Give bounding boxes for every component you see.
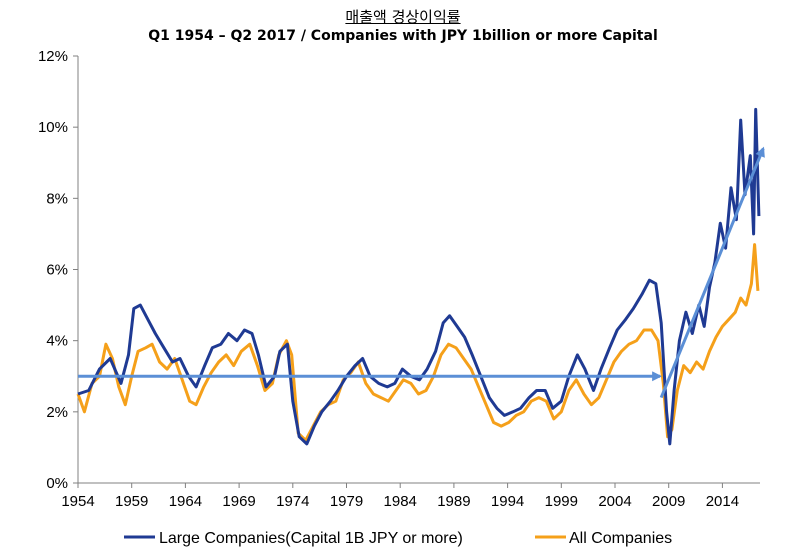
x-tick-label: 1994 (491, 493, 524, 510)
trend-arrows (78, 146, 765, 399)
x-tick-label: 1954 (61, 493, 94, 510)
series-line-all-companies (76, 243, 760, 442)
y-tick-label: 0% (46, 475, 68, 492)
y-tick-label: 4% (46, 333, 68, 350)
rising-trend-arrow (659, 146, 765, 399)
x-tick-label: 1974 (276, 493, 309, 510)
x-tick-label: 2009 (652, 493, 685, 510)
chart-subtitle: Q1 1954 – Q2 2017 / Companies with JPY 1… (148, 28, 658, 44)
legend-label-large: Large Companies(Capital 1B JPY or more) (159, 530, 463, 547)
x-tick-label: 1984 (384, 493, 417, 510)
x-tick-label: 1979 (330, 493, 363, 510)
x-tick-label: 2014 (706, 493, 739, 510)
x-tick-label: 1969 (222, 493, 255, 510)
legend-label-all: All Companies (569, 530, 672, 547)
series-line-large-companies (77, 107, 761, 446)
y-tick-label: 10% (38, 119, 68, 136)
x-tick-label: 1959 (115, 493, 148, 510)
chart-axes: 0% 2% 4% 6% 8% 10% 12% 1954 1959 1964 1969 1974 1979… (38, 48, 760, 510)
chart-title: 매출액 경상이익률 (345, 8, 461, 26)
x-tick-label: 2004 (598, 493, 631, 510)
y-tick-label: 8% (46, 190, 68, 207)
series-layer (76, 107, 761, 446)
y-tick-label: 6% (46, 262, 68, 279)
legend: Large Companies(Capital 1B JPY or more) … (124, 530, 672, 547)
y-tick-label: 2% (46, 404, 68, 421)
x-tick-label: 1999 (545, 493, 578, 510)
y-tick-label: 12% (38, 48, 68, 65)
x-tick-label: 1989 (437, 493, 470, 510)
x-tick-label: 1964 (169, 493, 202, 510)
